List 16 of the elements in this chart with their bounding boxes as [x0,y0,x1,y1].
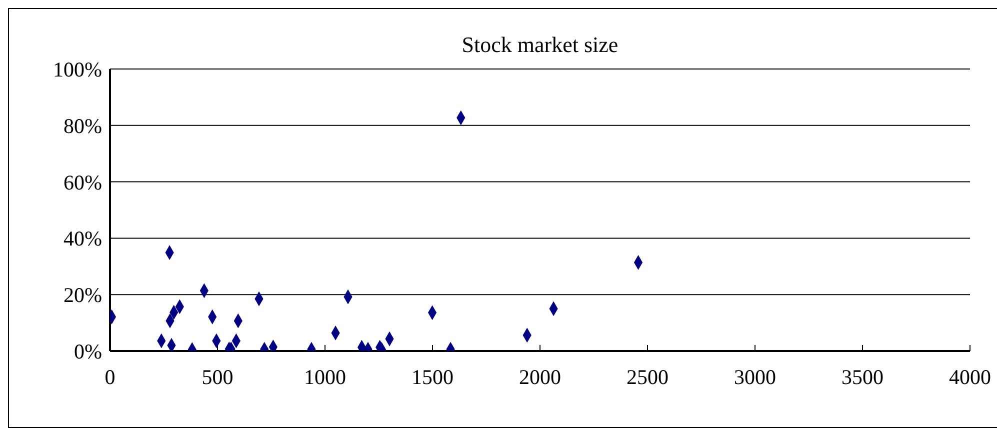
x-tick-label: 2000 [519,364,561,389]
x-tick-label: 1000 [304,364,346,389]
x-tick-label: 1500 [412,364,454,389]
y-tick-label: 100% [53,57,102,82]
y-tick-label: 80% [64,114,102,138]
chart-title: Stock market size [462,32,618,57]
x-tick-label: 0 [104,364,116,389]
y-tick-label: 0% [74,339,102,364]
x-tick-label: 3500 [842,364,884,389]
y-tick-label: 60% [64,170,102,194]
x-tick-label: 2500 [626,364,668,389]
y-tick-label: 40% [64,226,102,251]
x-tick-label: 500 [202,364,234,389]
y-tick-label: 20% [64,283,102,308]
x-tick-label: 3000 [734,364,776,389]
x-tick-label: 4000 [949,364,991,389]
